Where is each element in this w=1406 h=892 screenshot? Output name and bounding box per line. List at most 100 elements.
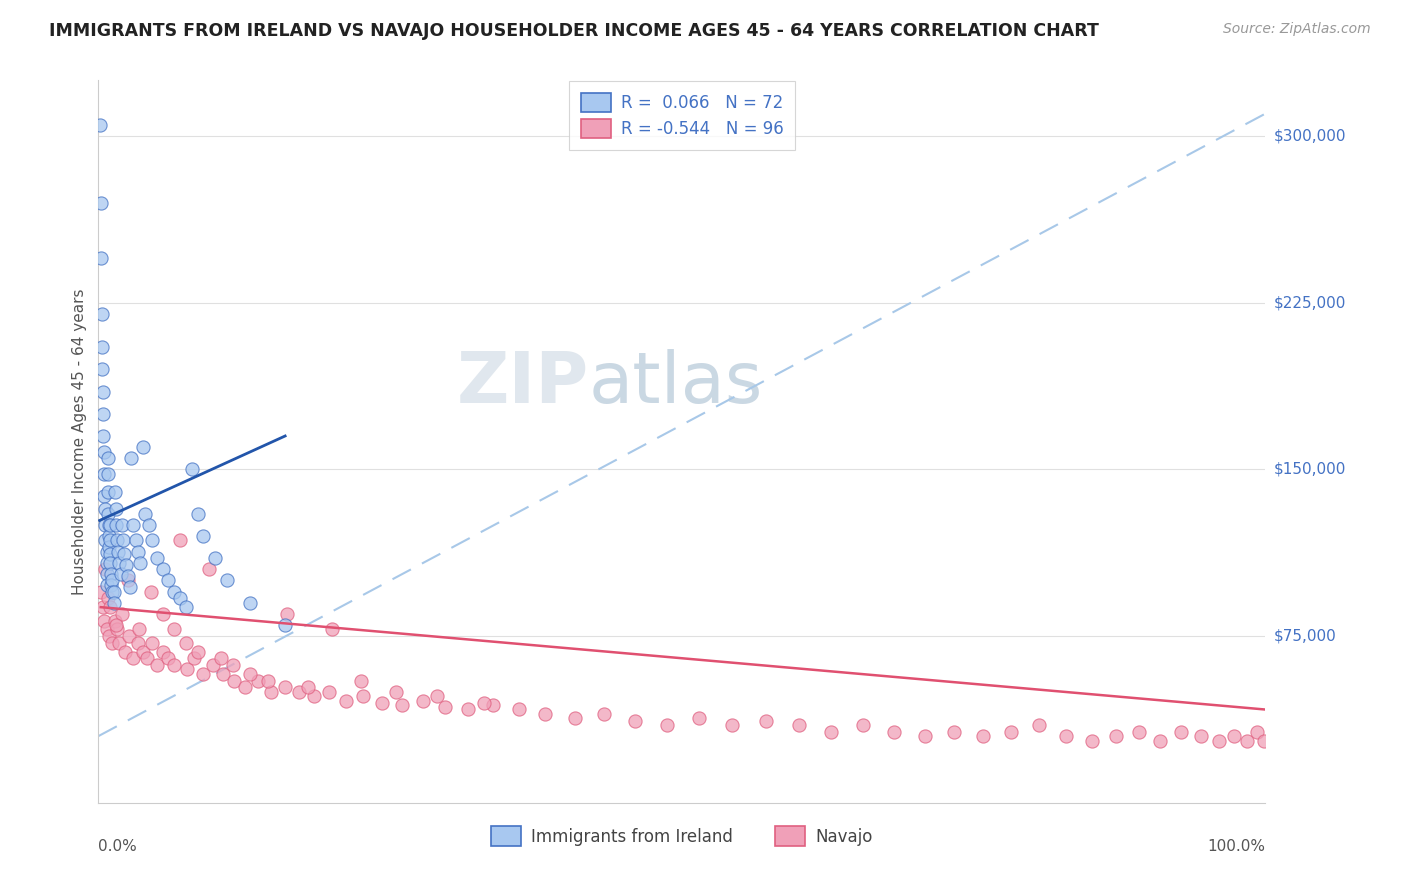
Point — [655, 718, 678, 732]
Point — [97, 540, 120, 554]
Point — [412, 693, 434, 707]
Point — [1028, 718, 1050, 732]
Point — [104, 502, 127, 516]
Point — [122, 517, 145, 532]
Point — [111, 517, 134, 532]
Point — [105, 533, 128, 548]
Point — [193, 666, 215, 681]
Point — [152, 607, 174, 621]
Point — [1054, 729, 1077, 743]
Point — [1208, 733, 1230, 747]
Point — [110, 566, 132, 581]
Point — [90, 362, 112, 376]
Point — [235, 680, 257, 694]
Point — [1223, 729, 1246, 743]
Point — [239, 666, 262, 681]
Text: 0.0%: 0.0% — [98, 838, 138, 854]
Point — [883, 724, 905, 739]
Text: $300,000: $300,000 — [1274, 128, 1346, 144]
Point — [97, 529, 120, 543]
Point — [1080, 733, 1102, 747]
Point — [721, 718, 744, 732]
Point — [90, 251, 112, 265]
Point — [193, 529, 215, 543]
Point — [1128, 724, 1150, 739]
Point — [1189, 729, 1212, 743]
Point — [104, 614, 127, 628]
Legend: Immigrants from Ireland, Navajo: Immigrants from Ireland, Navajo — [485, 820, 879, 852]
Point — [101, 584, 124, 599]
Point — [852, 718, 875, 732]
Point — [820, 724, 842, 739]
Point — [942, 724, 965, 739]
Point — [100, 578, 122, 592]
Point — [1149, 733, 1171, 747]
Point — [1105, 729, 1128, 743]
Point — [112, 547, 135, 561]
Point — [564, 711, 586, 725]
Text: $75,000: $75,000 — [1274, 629, 1337, 643]
Point — [688, 711, 710, 725]
Point — [132, 645, 155, 659]
Point — [101, 636, 124, 650]
Point — [183, 651, 205, 665]
Point — [129, 556, 152, 570]
Point — [426, 689, 449, 703]
Point — [212, 666, 235, 681]
Point — [90, 340, 112, 354]
Point — [115, 558, 138, 572]
Point — [385, 684, 408, 698]
Point — [209, 651, 232, 665]
Point — [117, 569, 139, 583]
Text: ZIP: ZIP — [457, 350, 589, 418]
Point — [98, 517, 121, 532]
Point — [104, 484, 127, 499]
Point — [146, 551, 169, 566]
Point — [114, 645, 136, 659]
Point — [180, 462, 202, 476]
Point — [108, 636, 131, 650]
Point — [103, 596, 125, 610]
Point — [127, 544, 149, 558]
Point — [96, 544, 118, 558]
Point — [94, 533, 117, 548]
Text: 100.0%: 100.0% — [1208, 838, 1265, 854]
Point — [152, 562, 174, 576]
Point — [174, 600, 197, 615]
Point — [111, 607, 134, 621]
Point — [136, 651, 159, 665]
Point — [239, 596, 262, 610]
Point — [256, 673, 278, 688]
Point — [141, 533, 163, 548]
Point — [391, 698, 413, 712]
Point — [276, 607, 298, 621]
Point — [122, 651, 145, 665]
Point — [90, 584, 112, 599]
Point — [93, 444, 115, 458]
Point — [93, 489, 115, 503]
Point — [98, 600, 121, 615]
Point — [132, 440, 155, 454]
Y-axis label: Householder Income Ages 45 - 64 years: Householder Income Ages 45 - 64 years — [72, 288, 87, 595]
Point — [91, 429, 114, 443]
Point — [1246, 724, 1268, 739]
Point — [204, 551, 226, 566]
Point — [125, 533, 148, 548]
Point — [97, 484, 120, 499]
Point — [105, 623, 128, 637]
Point — [371, 696, 394, 710]
Point — [592, 706, 614, 721]
Point — [335, 693, 357, 707]
Point — [163, 623, 186, 637]
Point — [97, 517, 120, 532]
Point — [157, 651, 180, 665]
Point — [624, 714, 647, 728]
Point — [128, 623, 150, 637]
Point — [174, 636, 197, 650]
Point — [221, 657, 243, 672]
Point — [107, 544, 129, 558]
Point — [104, 517, 127, 532]
Point — [138, 517, 160, 532]
Point — [222, 673, 245, 688]
Point — [297, 680, 319, 694]
